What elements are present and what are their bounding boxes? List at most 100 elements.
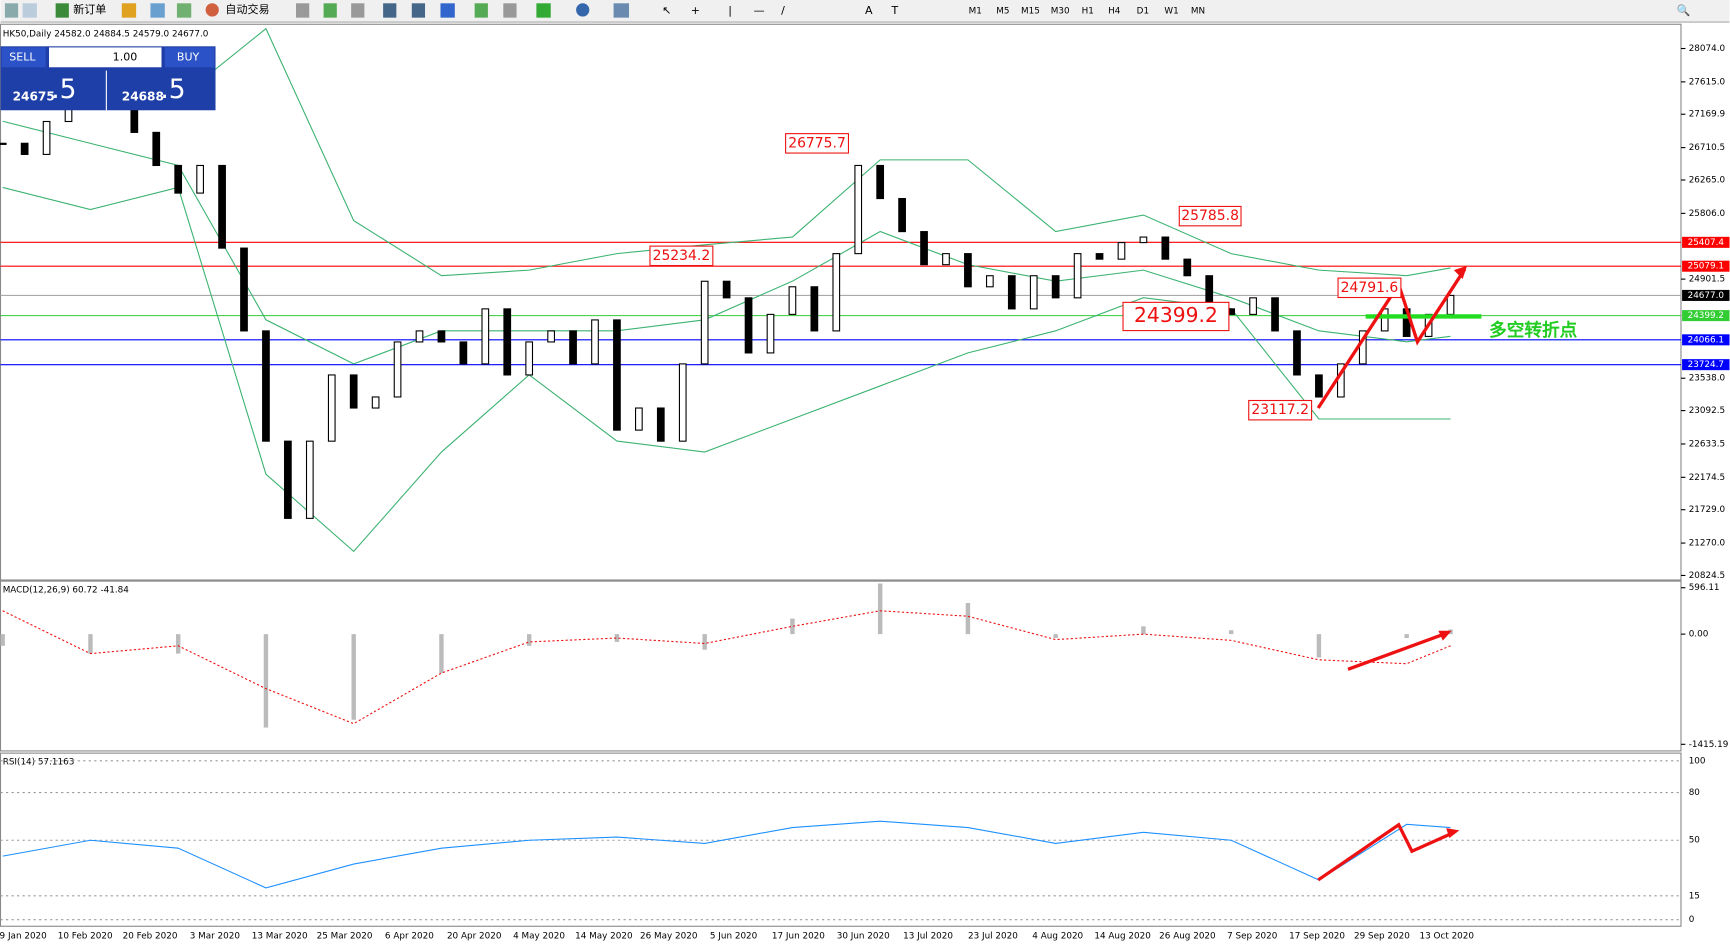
y-tick-label: 22174.5: [1689, 473, 1725, 483]
bollinger-lower: [2, 186, 1451, 553]
svg-text:A: A: [865, 4, 873, 17]
buy-button[interactable]: [164, 47, 215, 68]
candle: [1073, 253, 1082, 299]
price-annotation: 24399.2: [1134, 303, 1218, 327]
candle: [196, 164, 204, 194]
x-tick-label: 30 Jun 2020: [837, 932, 890, 942]
y-tick-label: 28074.0: [1689, 44, 1726, 54]
svg-text:🔍: 🔍: [1677, 3, 1691, 17]
auto-trading-button[interactable]: 自动交易: [225, 2, 269, 16]
price-annotation-box: [785, 133, 850, 154]
macd-arrow: [1347, 631, 1448, 671]
timeframe-button[interactable]: W1: [1164, 7, 1178, 17]
timeframes: M1 M5 M15 M30 H1 H4 D1 W1 MN: [969, 7, 1205, 17]
level-label-bg: [1682, 334, 1730, 346]
candle: [942, 253, 950, 266]
x-tick-label: 4 May 2020: [513, 932, 565, 942]
y-tick-label: 27615.0: [1689, 77, 1726, 87]
candle: [262, 330, 270, 442]
y-tick-label: 80: [1689, 788, 1701, 798]
price-annotation: 25234.2: [653, 248, 711, 264]
x-tick-label: 5 Jun 2020: [710, 932, 758, 942]
svg-text:+: +: [691, 4, 700, 17]
macd-bar: [351, 634, 356, 720]
lot-value[interactable]: 1.00: [113, 50, 138, 63]
x-tick-label: 14 Aug 2020: [1094, 932, 1151, 942]
y-tick-label: 21270.0: [1689, 539, 1726, 549]
price-annotation-box: [1248, 399, 1313, 421]
x-tick-label: 14 May 2020: [575, 932, 633, 942]
candle: [569, 330, 577, 365]
candle: [744, 297, 753, 354]
sell-label[interactable]: SELL: [9, 50, 36, 63]
level-label: 24066.1: [1688, 335, 1724, 345]
y-tick-label: 24901.5: [1689, 275, 1725, 285]
arrow-head: [1438, 630, 1452, 641]
bid-small: .5: [51, 74, 76, 105]
new-order-button[interactable]: 新订单: [73, 2, 106, 16]
candle: [547, 330, 555, 343]
macd-bar: [175, 634, 181, 654]
x-tick-label: 29 Jan 2020: [0, 932, 47, 942]
candle: [985, 275, 994, 288]
candle: [920, 231, 928, 266]
timeframe-button[interactable]: M5: [996, 7, 1009, 17]
candle: [152, 131, 161, 167]
candle: [174, 164, 183, 194]
macd-bar: [0, 634, 5, 646]
y-tick-label: 0.00: [1689, 630, 1709, 640]
candle: [854, 164, 863, 255]
candle: [371, 396, 380, 409]
symbol-info: HK50,Daily 24582.0 24884.5 24579.0 24677…: [3, 30, 209, 40]
candle: [810, 286, 819, 332]
level-label-bg: [1682, 359, 1730, 371]
level-label-bg: [1682, 310, 1730, 322]
svg-text:T: T: [890, 4, 898, 17]
timeframe-button[interactable]: H4: [1108, 7, 1121, 17]
macd-bar: [877, 583, 883, 635]
x-tick-label: 13 Jul 2020: [903, 932, 953, 942]
price-annotation: 26775.7: [788, 135, 846, 151]
timeframe-button[interactable]: M1: [969, 7, 982, 17]
macd-bar: [1404, 634, 1409, 639]
candle: [42, 120, 51, 155]
x-tick-label: 17 Jun 2020: [772, 932, 825, 942]
bollinger-upper: [2, 27, 1451, 277]
level-label: 24399.2: [1688, 311, 1724, 321]
timeframe-button[interactable]: M15: [1021, 7, 1040, 17]
candle: [1183, 258, 1192, 277]
y-tick-label: 23092.5: [1689, 406, 1725, 416]
toolbar: [0, 0, 1730, 23]
timeframe-button[interactable]: M30: [1051, 7, 1070, 17]
candle: [964, 253, 972, 288]
candle: [327, 374, 336, 442]
candle: [1029, 275, 1038, 310]
sell-button[interactable]: [1, 47, 46, 68]
x-tick-label: 29 Sep 2020: [1354, 932, 1410, 942]
annotations: 26775.7 25234.2 25785.8 24399.2 24791.6 23117…: [649, 133, 1578, 421]
timeframe-button[interactable]: H1: [1082, 7, 1094, 17]
buy-label[interactable]: BUY: [177, 50, 200, 63]
y-tick-label: -1415.19: [1689, 740, 1729, 750]
y-tick-label: 25806.0: [1689, 209, 1726, 219]
rsi-label: RSI(14) 57.1163: [3, 757, 75, 767]
candle: [1095, 253, 1104, 260]
lot-input[interactable]: [49, 47, 162, 68]
candle: [1293, 330, 1301, 376]
level-label: 25407.4: [1688, 238, 1725, 248]
bid-big: 24675: [13, 90, 55, 104]
y-tick-label: 22633.5: [1689, 439, 1725, 449]
svg-text:|: |: [728, 4, 732, 17]
x-tick-label: 17 Sep 2020: [1289, 932, 1345, 942]
y-tick-label: 0: [1689, 915, 1695, 925]
candle: [898, 197, 906, 233]
timeframe-button[interactable]: D1: [1137, 7, 1149, 17]
level-label-bg: [1682, 260, 1730, 272]
candle: [0, 142, 7, 145]
x-tick-label: 7 Sep 2020: [1227, 932, 1278, 942]
timeframe-button[interactable]: MN: [1191, 7, 1205, 17]
y-tick-label: 100: [1689, 756, 1706, 766]
y-tick-label: 27169.9: [1689, 110, 1725, 120]
candle: [503, 308, 512, 376]
